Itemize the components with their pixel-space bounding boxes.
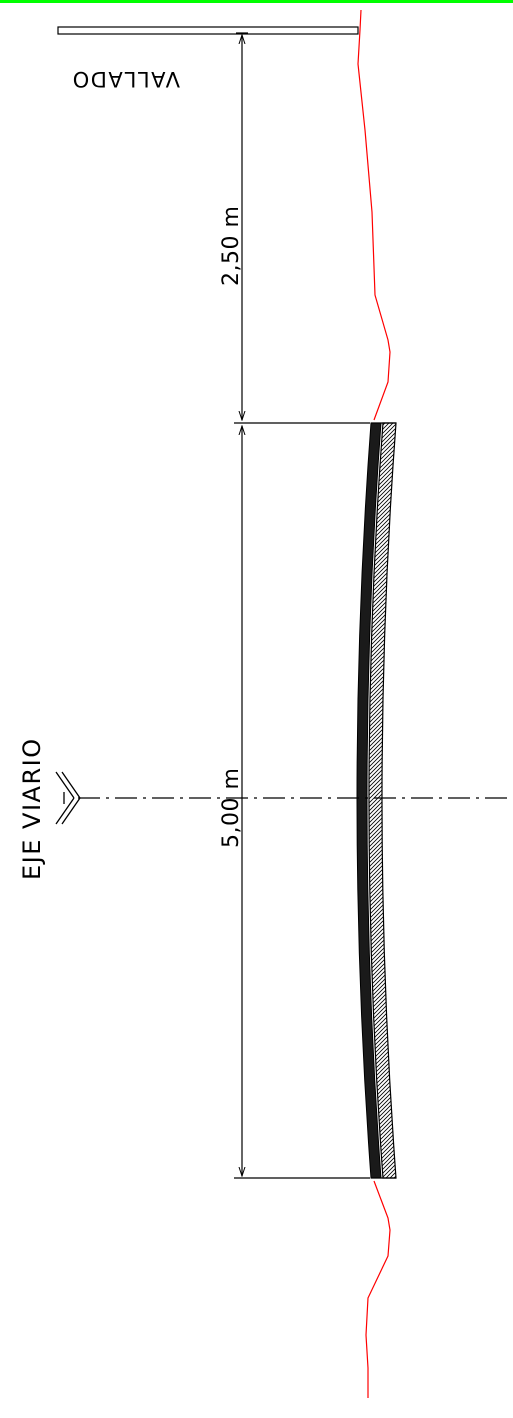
dimension-label-shoulder: 2,50 m [219,206,244,286]
fence-bar [58,27,358,34]
frame-top-border [0,0,513,3]
terrain-profile-upper [358,10,390,420]
fence-label-rotated: VALLADO [71,67,180,91]
road-axis-symbol-icon [56,772,80,824]
dimension-label-road: 5,00 m [219,768,244,848]
road-axis-label: EJE VIARIO [18,737,46,880]
terrain-profile-lower [366,1181,390,1398]
